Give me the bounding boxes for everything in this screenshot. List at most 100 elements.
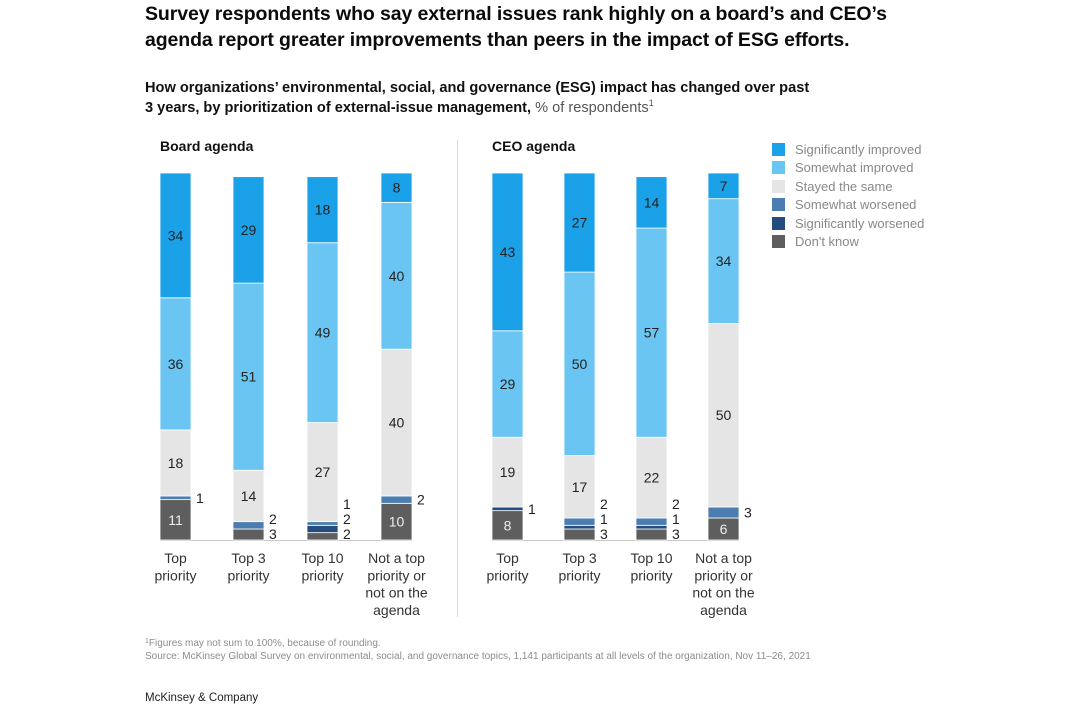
bar-segment-somewhat-worsened bbox=[159, 495, 192, 501]
chart-subtitle-line-2: 3 years, by prioritization of external-i… bbox=[145, 98, 809, 118]
chart-unit: % of respondents bbox=[535, 100, 649, 116]
bar-segment-stayed-the-same bbox=[232, 469, 265, 523]
footnote-marker: 1 bbox=[648, 98, 654, 108]
data-label-outside: 2 bbox=[269, 511, 277, 527]
bar-segment-stayed-the-same bbox=[159, 429, 192, 497]
category-label: agenda bbox=[373, 602, 420, 618]
bar-segment-significantly-worsened bbox=[306, 524, 339, 534]
data-label: 27 bbox=[572, 215, 588, 231]
legend-swatch bbox=[772, 161, 785, 175]
data-label: 29 bbox=[500, 376, 516, 392]
category-label: Top 3 bbox=[231, 550, 265, 566]
bar-segment-significantly-improved bbox=[306, 176, 339, 244]
data-label-outside: 1 bbox=[528, 501, 536, 517]
data-label: 18 bbox=[168, 455, 184, 471]
data-label: 57 bbox=[644, 325, 660, 341]
footnote-text: Figures may not sum to 100%, because of … bbox=[148, 638, 381, 649]
legend-label: Significantly improved bbox=[795, 141, 922, 157]
data-label-outside: 1 bbox=[672, 511, 680, 527]
legend-label: Stayed the same bbox=[795, 178, 893, 194]
legend-swatch bbox=[772, 142, 785, 156]
data-label-outside: 3 bbox=[744, 504, 752, 520]
legend-item-significantly-worsened: Significantly worsened bbox=[772, 214, 924, 233]
legend-label: Significantly worsened bbox=[795, 215, 925, 231]
bar-segment-significantly-improved bbox=[563, 172, 596, 273]
bar-segment-significantly-worsened bbox=[635, 524, 668, 530]
bar-segment-somewhat-worsened bbox=[563, 517, 596, 526]
data-label: 14 bbox=[241, 488, 257, 504]
category-label: Top 3 bbox=[562, 550, 596, 566]
bar-segment-stayed-the-same bbox=[380, 348, 413, 497]
data-label: 51 bbox=[241, 369, 257, 385]
source-note: Source: McKinsey Global Survey on enviro… bbox=[145, 651, 811, 662]
legend-label: Somewhat improved bbox=[795, 160, 914, 176]
category-label: priority bbox=[630, 567, 672, 583]
chart-subtitle-line-1: How organizations’ environmental, social… bbox=[145, 80, 810, 96]
data-label: 49 bbox=[315, 325, 331, 341]
data-label: 22 bbox=[644, 470, 660, 486]
bar-segment-don-t-know bbox=[159, 499, 192, 541]
bar-segment-somewhat-worsened bbox=[707, 506, 740, 519]
chart-title-line-1: Survey respondents who say external issu… bbox=[145, 3, 887, 25]
bar-segment-significantly-worsened bbox=[491, 506, 524, 512]
data-label: 34 bbox=[168, 227, 184, 243]
data-label: 29 bbox=[241, 222, 257, 238]
bar-segment-don-t-know bbox=[491, 510, 524, 541]
bar-segment-somewhat-improved bbox=[491, 330, 524, 438]
data-label: 40 bbox=[389, 415, 405, 431]
legend-item-dont-know: Don't know bbox=[772, 233, 924, 252]
legend-label: Don't know bbox=[795, 234, 859, 250]
bar-segment-don-t-know bbox=[635, 528, 668, 541]
category-label: not on the bbox=[692, 585, 754, 601]
category-label: priority or bbox=[367, 567, 426, 583]
category-label: Top 10 bbox=[301, 550, 343, 566]
data-label-outside: 1 bbox=[343, 496, 351, 512]
legend: Significantly improved Somewhat improved… bbox=[772, 140, 924, 251]
bar-segment-somewhat-improved bbox=[707, 198, 740, 324]
bar-segment-somewhat-improved bbox=[306, 242, 339, 423]
bar-segment-significantly-improved bbox=[491, 172, 524, 332]
category-label: Top bbox=[496, 550, 519, 566]
data-label: 8 bbox=[393, 180, 401, 196]
bar-segment-somewhat-worsened bbox=[380, 495, 413, 504]
bar-segment-somewhat-improved bbox=[232, 282, 265, 471]
category-label: priority bbox=[154, 567, 196, 583]
bar-segment-don-t-know bbox=[232, 528, 265, 541]
data-label: 8 bbox=[504, 517, 512, 533]
data-label: 14 bbox=[644, 194, 660, 210]
category-label: priority or bbox=[694, 567, 753, 583]
bar-segment-significantly-worsened bbox=[563, 524, 596, 530]
legend-item-stayed-the-same: Stayed the same bbox=[772, 177, 924, 196]
data-label: 43 bbox=[500, 244, 516, 260]
data-label: 50 bbox=[572, 356, 588, 372]
category-label: agenda bbox=[700, 602, 747, 618]
data-label: 19 bbox=[500, 464, 516, 480]
data-label-outside: 3 bbox=[600, 526, 608, 542]
data-label: 7 bbox=[720, 178, 728, 194]
data-label-outside: 3 bbox=[269, 526, 277, 542]
data-label: 40 bbox=[389, 268, 405, 284]
footnote-marker: 1 bbox=[145, 638, 149, 645]
data-label-outside: 1 bbox=[196, 490, 204, 506]
category-label: Not a top bbox=[695, 550, 752, 566]
legend-item-somewhat-worsened: Somewhat worsened bbox=[772, 196, 924, 215]
bar-segment-somewhat-improved bbox=[159, 297, 192, 431]
panel-title-board: Board agenda bbox=[160, 138, 254, 154]
data-label: 34 bbox=[716, 253, 732, 269]
bar-segment-stayed-the-same bbox=[306, 422, 339, 523]
chart-subtitle: How organizations’ environmental, social… bbox=[145, 78, 809, 118]
bar-segment-somewhat-worsened bbox=[232, 521, 265, 530]
data-label: 27 bbox=[315, 464, 331, 480]
legend-label: Somewhat worsened bbox=[795, 197, 917, 213]
category-label: priority bbox=[486, 567, 528, 583]
legend-item-significantly-improved: Significantly improved bbox=[772, 140, 924, 159]
category-label: priority bbox=[558, 567, 600, 583]
bar-segment-somewhat-improved bbox=[563, 271, 596, 456]
legend-swatch bbox=[772, 179, 785, 193]
bar-segment-somewhat-worsened bbox=[635, 517, 668, 526]
bar-segment-stayed-the-same bbox=[491, 436, 524, 508]
legend-swatch bbox=[772, 235, 785, 249]
data-label-outside: 2 bbox=[600, 496, 608, 512]
